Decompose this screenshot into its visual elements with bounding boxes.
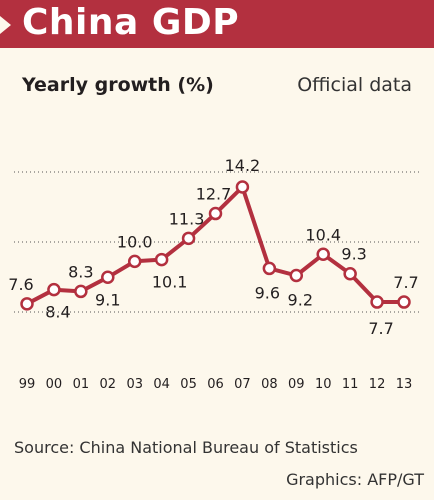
data-label: 9.2 [288, 291, 313, 310]
data-point [181, 231, 196, 246]
data-point [343, 266, 357, 281]
data-point [74, 284, 88, 299]
x-tick-label: 06 [207, 377, 224, 392]
x-tick-label: 01 [73, 377, 90, 392]
title-banner: China GDP [0, 0, 434, 48]
x-tick-label: 00 [46, 377, 63, 392]
source-note: Source: China National Bureau of Statist… [14, 438, 358, 457]
data-point [235, 180, 250, 194]
x-tick-label: 99 [19, 377, 36, 392]
data-label: 10.0 [117, 232, 153, 251]
data-point [20, 297, 34, 311]
data-label: 11.3 [169, 209, 205, 228]
graphics-credit: Graphics: AFP/GT [286, 470, 424, 489]
data-point [101, 270, 115, 285]
data-point [397, 295, 411, 309]
x-tick-label: 03 [126, 377, 143, 392]
data-label: 8.4 [45, 303, 70, 322]
x-tick-label: 07 [234, 377, 251, 392]
x-tick-label: 10 [315, 377, 332, 392]
data-note: Official data [297, 74, 412, 96]
data-point [316, 247, 330, 262]
data-label: 10.1 [152, 273, 188, 292]
data-label: 9.1 [95, 290, 120, 309]
data-point [370, 295, 384, 309]
data-label: 9.6 [255, 283, 280, 302]
x-tick-label: 02 [100, 377, 117, 392]
data-point [262, 261, 277, 276]
data-label: 9.3 [341, 245, 366, 264]
x-tick-label: 13 [396, 377, 413, 392]
x-tick-label: 11 [342, 377, 359, 392]
data-label: 10.4 [305, 225, 341, 244]
data-label: 7.6 [8, 275, 33, 294]
data-label: 14.2 [225, 156, 261, 175]
data-label: 7.7 [393, 273, 418, 292]
x-tick-label: 08 [261, 377, 278, 392]
data-label: 12.7 [196, 185, 232, 204]
data-point [154, 252, 169, 267]
data-label: 8.3 [68, 262, 93, 281]
data-label: 7.7 [368, 319, 393, 338]
data-point [47, 282, 61, 297]
data-point [127, 254, 142, 269]
data-point [289, 268, 304, 283]
x-tick-label: 09 [288, 377, 305, 392]
x-tick-label: 12 [369, 377, 386, 392]
x-tick-label: 05 [180, 377, 197, 392]
chart-title: China GDP [22, 2, 240, 43]
data-point [208, 206, 223, 221]
x-tick-label: 04 [153, 377, 170, 392]
chart-subtitle: Yearly growth (%) [22, 74, 214, 96]
banner-arrow-icon [0, 16, 11, 34]
